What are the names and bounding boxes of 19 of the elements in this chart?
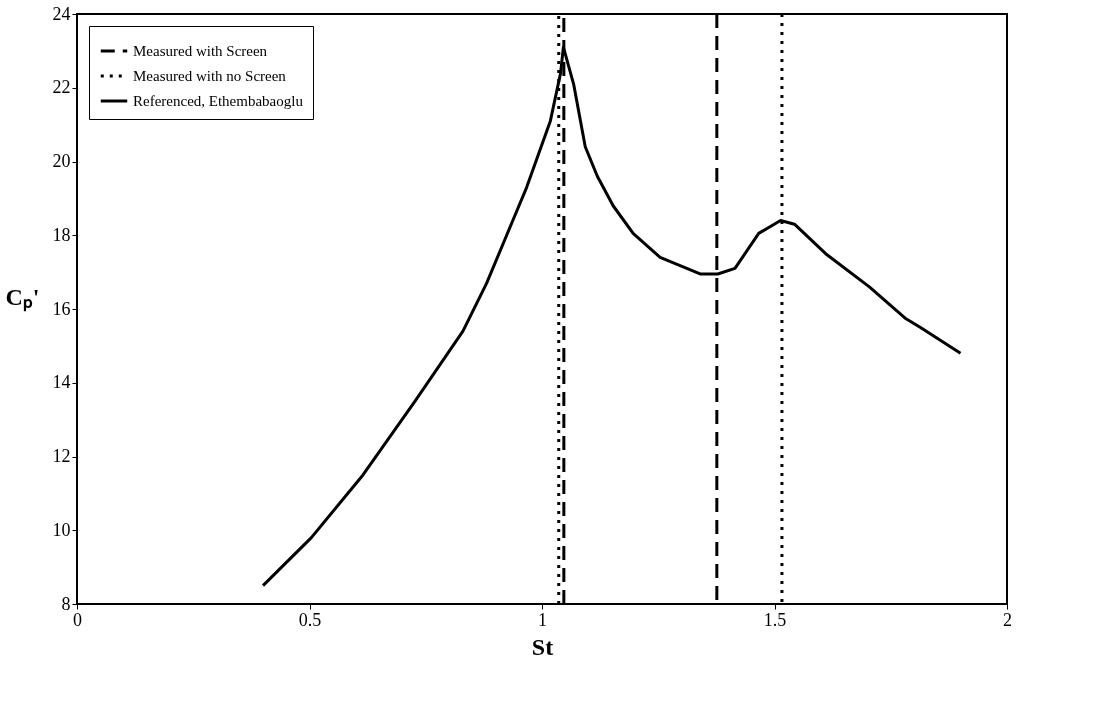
x-tick-label: 1.5 bbox=[763, 609, 787, 630]
y-tick-label: 20 bbox=[52, 151, 71, 171]
legend-label: Measured with Screen bbox=[133, 43, 268, 59]
x-tick-label: 2 bbox=[1003, 609, 1012, 630]
y-tick-label: 16 bbox=[52, 298, 71, 319]
x-tick-label: 0.5 bbox=[298, 609, 322, 630]
y-axis-title: Cₚ' bbox=[5, 283, 40, 312]
y-tick-label: 22 bbox=[52, 77, 71, 98]
x-tick-label: 1 bbox=[538, 609, 547, 630]
y-tick-label: 14 bbox=[52, 372, 71, 393]
y-tick-label: 12 bbox=[52, 446, 71, 466]
y-tick-label: 10 bbox=[52, 519, 71, 540]
y-tick-label: 8 bbox=[61, 593, 71, 614]
legend-label: Measured with no Screen bbox=[133, 68, 287, 84]
x-axis-title: St bbox=[531, 633, 554, 660]
y-tick-label: 24 bbox=[52, 3, 71, 24]
legend-label: Referenced, Ethembabaoglu bbox=[133, 93, 304, 109]
x-tick-label: 0 bbox=[73, 609, 82, 630]
y-tick-label: 18 bbox=[52, 224, 71, 245]
